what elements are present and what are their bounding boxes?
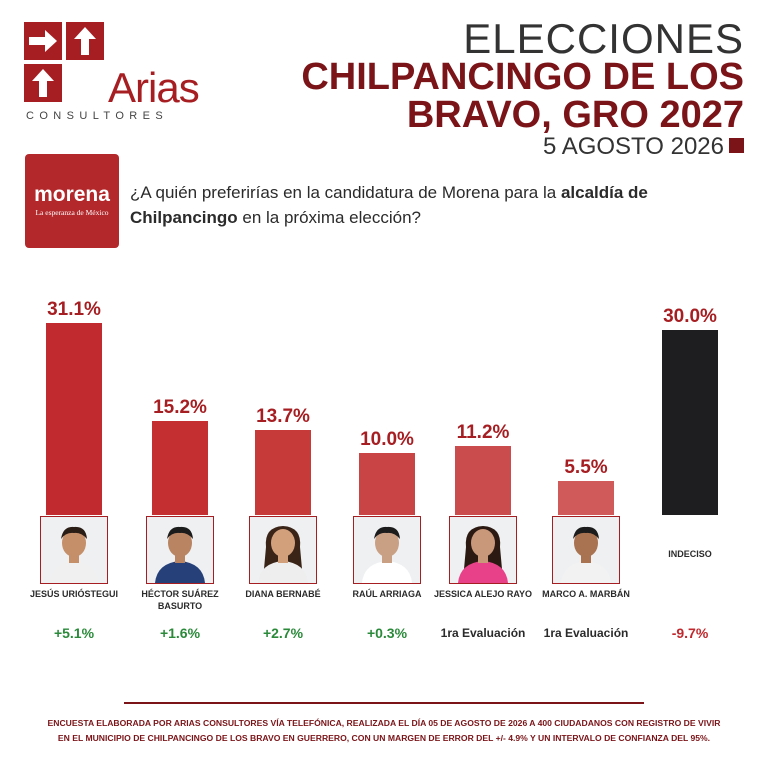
bar	[359, 453, 415, 515]
avatar-icon	[41, 517, 107, 583]
candidate-name: HÉCTOR SUÁREZ BASURTO	[141, 589, 219, 611]
change-label: +2.7%	[262, 625, 304, 641]
candidate-name: JESSICA ALEJO RAYO	[433, 589, 533, 599]
data-label: 10.0%	[360, 429, 414, 451]
logo-brand: Arias	[108, 64, 200, 111]
candidate-photo	[552, 516, 620, 584]
footer-divider	[124, 702, 644, 704]
avatar-icon	[147, 517, 213, 583]
bar	[558, 481, 614, 515]
question-text-1: ¿A quién preferirías en la candidatura d…	[130, 183, 561, 202]
morena-logo: morena La esperanza de México	[25, 154, 119, 248]
change-label: 1ra Evaluación	[543, 626, 629, 640]
candidate-name: INDECISO	[668, 549, 712, 559]
candidate-photo	[146, 516, 214, 584]
arias-logo: Arias CONSULTORES	[24, 22, 200, 122]
survey-date: 5 AGOSTO 2026	[543, 133, 724, 160]
bar	[255, 430, 311, 515]
change-label: -9.7%	[671, 625, 709, 641]
data-label: 31.1%	[47, 299, 101, 320]
footer-line-1: ENCUESTA ELABORADA POR ARIAS CONSULTORES…	[47, 718, 721, 728]
data-label: 15.2%	[153, 397, 207, 419]
bar	[46, 323, 102, 515]
arrow-up-icon	[66, 22, 104, 60]
arrow-right-icon	[24, 22, 62, 60]
avatar-icon	[553, 517, 619, 583]
avatar-icon	[250, 517, 316, 583]
candidate-name: JESÚS URIÓSTEGUI	[29, 589, 119, 599]
question-text-2: en la próxima elección?	[237, 208, 421, 227]
data-label: 5.5%	[564, 457, 608, 479]
date-marker	[729, 138, 744, 153]
change-label: +0.3%	[366, 625, 408, 641]
party-slogan: La esperanza de México	[35, 208, 109, 217]
candidate-name: MARCO A. MARBÁN	[542, 589, 630, 599]
data-label: 30.0%	[663, 305, 717, 327]
candidate-photo	[249, 516, 317, 584]
footer-line-2: EN EL MUNICIPIO DE CHILPANCINGO DE LOS B…	[57, 733, 711, 743]
bar	[662, 329, 718, 515]
data-label: 11.2%	[456, 421, 510, 443]
candidate-name: RAÚL ARRIAGA	[352, 589, 422, 599]
data-label: 13.7%	[256, 406, 310, 428]
change-label: 1ra Evaluación	[440, 626, 526, 640]
party-name: morena	[34, 183, 110, 206]
bar	[152, 421, 208, 515]
avatar-icon	[354, 517, 420, 583]
survey-question: ¿A quién preferirías en la candidatura d…	[130, 180, 740, 230]
logo-subtitle: CONSULTORES	[26, 110, 169, 122]
candidate-photo	[449, 516, 517, 584]
candidate-photo	[40, 516, 108, 584]
change-label: +1.6%	[159, 625, 201, 641]
question-highlight: alcaldía de Chilpancingo	[130, 183, 648, 227]
change-label: +5.1%	[53, 625, 95, 641]
heading-top: ELECCIONES	[463, 15, 744, 62]
bar	[455, 445, 511, 515]
page-title: CHILPANCINGO DE LOS BRAVO, GRO 2027	[301, 56, 744, 136]
candidate-name: DIANA BERNABÉ	[245, 589, 321, 599]
arrow-up-icon	[24, 64, 62, 102]
footer-note: ENCUESTA ELABORADA POR ARIAS CONSULTORES…	[20, 716, 748, 746]
avatar-icon	[450, 517, 516, 583]
candidate-photo	[353, 516, 421, 584]
